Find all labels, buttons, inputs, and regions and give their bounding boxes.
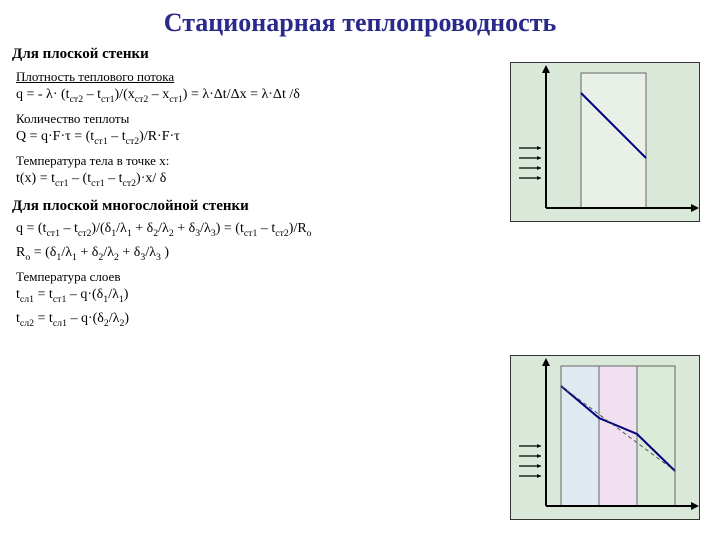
flat-wall-heading: Для плоской стенки — [12, 46, 708, 63]
q-formula: q = (tст1 – tст2)/(δ1/λ1 + δ2/λ2 + δ3/λ3… — [16, 221, 708, 239]
t-layers-label: Температура слоев — [16, 269, 708, 285]
t1-formula: tсл1 = tст1 – q·(δ1/λ1) — [16, 287, 708, 305]
page-title: Стационарная теплопроводность — [0, 0, 720, 42]
diagram-single-wall — [510, 62, 700, 222]
r-formula: Rо = (δ1/λ1 + δ2/λ2 + δ3/λ3 ) — [16, 245, 708, 263]
t2-formula: tсл2 = tсл1 – q·(δ2/λ2) — [16, 311, 708, 329]
diagram-multilayer-wall — [510, 355, 700, 520]
